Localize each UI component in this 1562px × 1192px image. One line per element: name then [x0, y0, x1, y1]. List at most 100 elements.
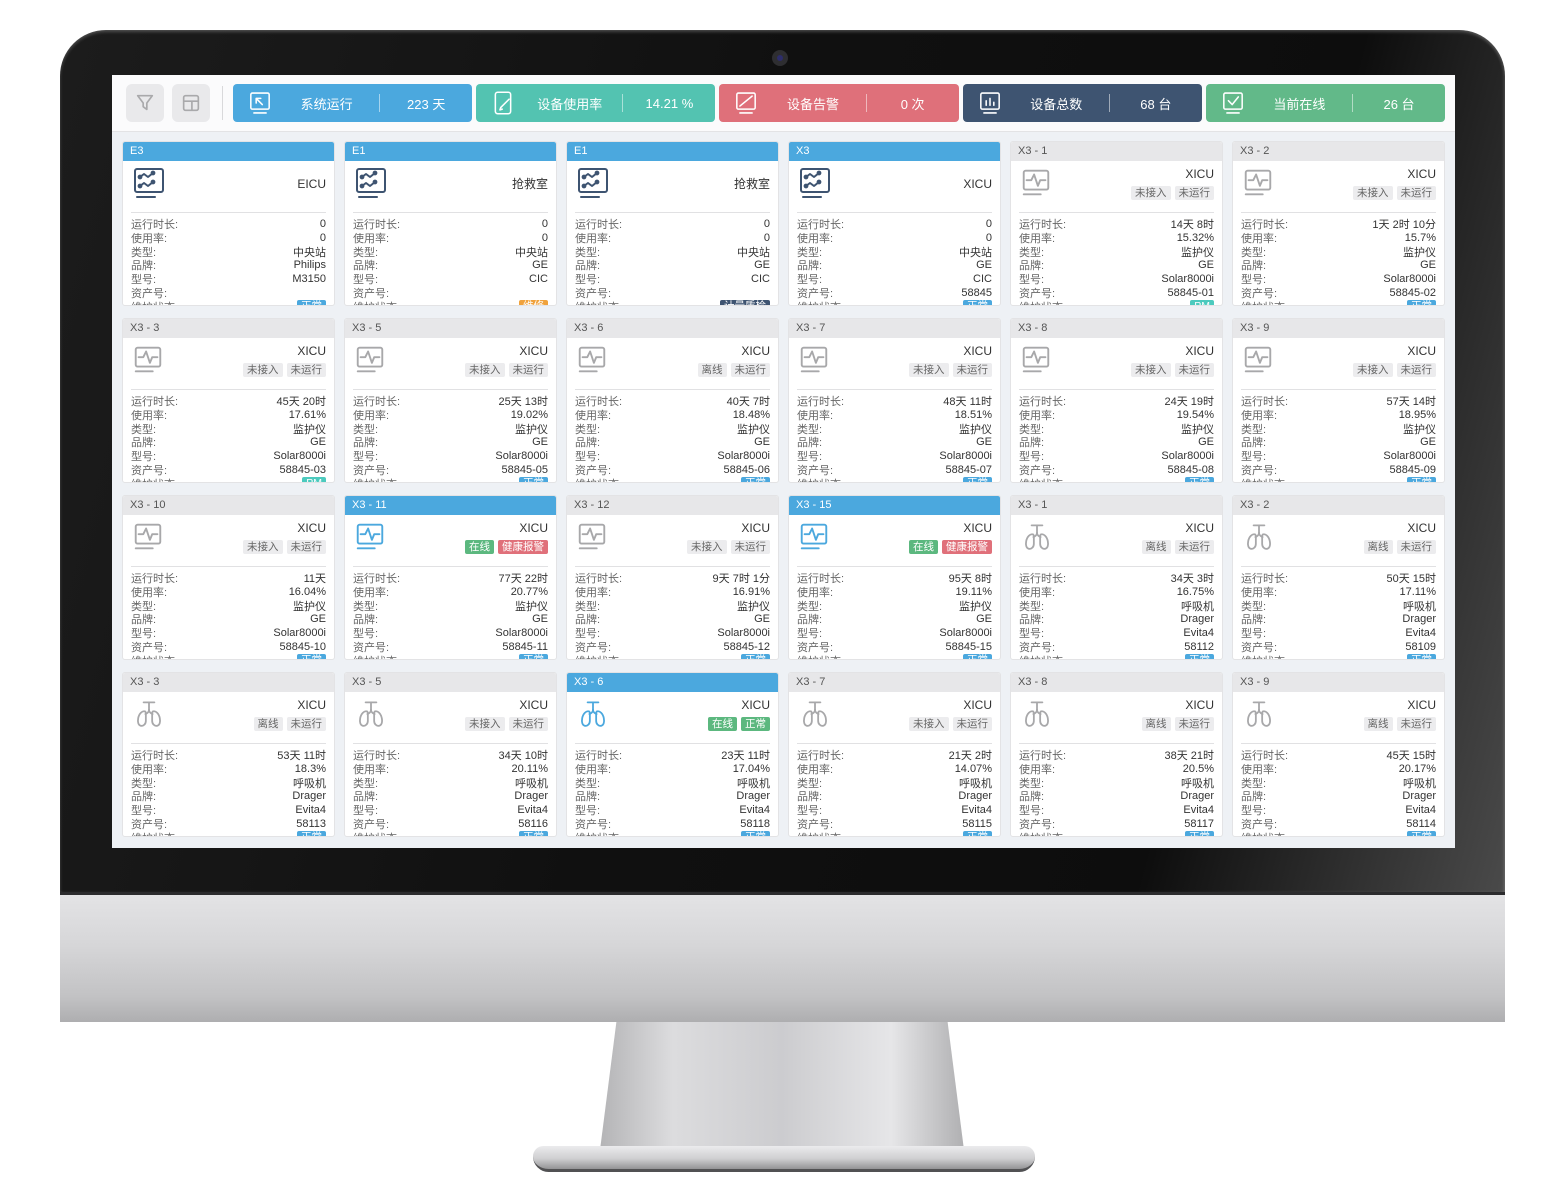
field-row: 品牌: Drager	[797, 789, 992, 803]
field-row: 资产号: 58114	[1241, 817, 1436, 831]
field-row: 类型: 监护仪	[797, 599, 992, 613]
central-station-icon	[131, 167, 173, 199]
field-row: 维护状态: 正常	[353, 476, 548, 482]
monitor-slash-icon	[732, 90, 760, 116]
stat-pill-4[interactable]: 设备总数 68 台	[962, 84, 1202, 122]
field-label: 类型:	[353, 777, 379, 790]
field-row: 维护状态: 正常	[131, 653, 326, 659]
maintenance-status-badge: 正常	[963, 476, 992, 482]
field-label: 运行时长:	[353, 395, 401, 408]
field-label: 维护状态:	[353, 653, 400, 659]
field-value: 16.75%	[1176, 585, 1214, 598]
field-value: 40天 7时	[726, 395, 770, 408]
device-card[interactable]: X3 - 15 XICU 在线 健康报警 运行时长: 95天 8时 使用率: 19.11% 类型…	[788, 495, 1001, 660]
field-label: 型号:	[575, 805, 601, 818]
stat-value: 68 台	[1140, 96, 1172, 112]
card-top: XICU 离线 未运行	[1233, 515, 1444, 564]
card-fields: 运行时长: 53天 11时 使用率: 18.3% 类型: 呼吸机 品牌: Drager 型号: E…	[131, 743, 326, 836]
device-card[interactable]: X3 - 10 XICU 未接入 未运行 运行时长: 11天 使用率: 16.04% 类型: 监护…	[122, 495, 335, 660]
patient-monitor-icon	[353, 521, 395, 553]
field-value: 16.91%	[732, 585, 770, 598]
device-card[interactable]: X3 - 6 XICU 离线 未运行 运行时长: 40天 7时 使用率: 18.48% 类型: 监…	[566, 318, 779, 483]
maintenance-status-badge: 正常	[1407, 830, 1436, 836]
stat-pill-5[interactable]: 当前在线 26 台	[1205, 84, 1446, 122]
stat-pill-2[interactable]: 设备使用率 14.21 %	[476, 84, 716, 122]
field-label: 类型:	[797, 600, 823, 613]
device-card[interactable]: X3 - 1 XICU 离线 未运行 运行时长: 34天 3时 使用率: 16.75% 类型: 呼…	[1010, 495, 1223, 660]
department-title: XICU	[741, 698, 770, 712]
layout-button[interactable]	[172, 84, 210, 122]
field-label: 类型:	[131, 246, 157, 259]
field-label: 运行时长:	[797, 218, 845, 231]
device-card[interactable]: X3 - 8 XICU 未接入 未运行 运行时长: 24天 19时 使用率: 19.54% 类型…	[1010, 318, 1223, 483]
webcam-lens	[777, 55, 783, 61]
field-value: Drager	[958, 790, 992, 803]
device-card[interactable]: X3 - 2 XICU 未接入 未运行 运行时长: 1天 2时 10分 使用率: 15.7% 类…	[1232, 141, 1445, 306]
device-card[interactable]: X3 - 3 XICU 离线 未运行 运行时长: 53天 11时 使用率: 18.3% 类型: 呼…	[122, 672, 335, 837]
maintenance-status-badge: 正常	[519, 830, 548, 836]
field-row: 运行时长: 0	[353, 217, 548, 231]
field-row: 型号: CIC	[797, 272, 992, 286]
stat-value: 14.21 %	[645, 95, 694, 111]
device-card[interactable]: X3 - 5 XICU 未接入 未运行 运行时长: 25天 13时 使用率: 19.02% 类型…	[344, 318, 557, 483]
device-card[interactable]: X3 - 9 XICU 离线 未运行 运行时长: 45天 15时 使用率: 20.17% 类型:…	[1232, 672, 1445, 837]
card-header: X3 - 9	[1233, 673, 1444, 692]
device-card[interactable]: X3 - 1 XICU 未接入 未运行 运行时长: 14天 8时 使用率: 15.32% 类型:…	[1010, 141, 1223, 306]
device-card[interactable]: X3 - 12 XICU 未接入 未运行 运行时长: 9天 7时 1分 使用率: 16.91%…	[566, 495, 779, 660]
pill-separator	[1108, 94, 1110, 112]
status-chip: 在线	[708, 717, 737, 731]
device-card[interactable]: X3 - 7 XICU 未接入 未运行 运行时长: 48天 11时 使用率: 18.51% 类型…	[788, 318, 1001, 483]
field-label: 类型:	[1241, 423, 1267, 436]
field-row: 型号: Solar8000i	[797, 626, 992, 640]
field-row: 品牌: GE	[131, 435, 326, 449]
field-label: 使用率:	[353, 763, 390, 776]
stat-pill-3[interactable]: 设备告警 0 次	[719, 84, 959, 122]
field-value: Drager	[1180, 613, 1214, 626]
stat-pill-1[interactable]: 系统运行 223 天	[233, 84, 473, 122]
field-value: 24天 19时	[1164, 395, 1214, 408]
device-card[interactable]: X3 - 2 XICU 离线 未运行 运行时长: 50天 15时 使用率: 17.11% 类型:…	[1232, 495, 1445, 660]
device-card[interactable]: X3 - 3 XICU 未接入 未运行 运行时长: 45天 20时 使用率: 17.61% 类型…	[122, 318, 335, 483]
field-label: 型号:	[131, 451, 157, 464]
department-title: XICU	[1185, 344, 1214, 358]
device-card[interactable]: X3 - 8 XICU 离线 未运行 运行时长: 38天 21时 使用率: 20.5% 类型: 呼…	[1010, 672, 1223, 837]
field-row: 运行时长: 0	[575, 217, 770, 231]
field-row: 维护状态: 正常	[1241, 476, 1436, 482]
device-card[interactable]: X3 - 11 XICU 在线 健康报警 运行时长: 77天 22时 使用率: 20.77% 类…	[344, 495, 557, 660]
field-label: 品牌:	[353, 437, 379, 450]
device-card[interactable]: X3 - 6 XICU 在线 正常 运行时长: 23天 11时 使用率: 17.04% 类型: 呼…	[566, 672, 779, 837]
filter-button[interactable]	[126, 84, 164, 122]
device-card[interactable]: X3 - 5 XICU 未接入 未运行 运行时长: 34天 10时 使用率: 20.11% 类型…	[344, 672, 557, 837]
field-label: 品牌:	[353, 791, 379, 804]
field-value: 0	[763, 231, 770, 244]
status-chips: 离线 未运行	[1061, 717, 1214, 731]
status-chip: 健康报警	[942, 540, 992, 554]
status-chip: 未运行	[286, 540, 326, 554]
field-row: 运行时长: 11天	[131, 571, 326, 585]
device-card[interactable]: X3 - 9 XICU 未接入 未运行 运行时长: 57天 14时 使用率: 18.95% 类型…	[1232, 318, 1445, 483]
device-card[interactable]: E3 EICU 运行时长: 0 使用率: 0 类型: 中央站 品牌: Philips 型号: M315…	[122, 141, 335, 306]
patient-monitor-icon	[797, 521, 839, 553]
status-chip: 未接入	[243, 363, 283, 377]
field-label: 维护状态:	[1241, 476, 1288, 482]
status-chip: 未运行	[1396, 363, 1436, 377]
field-label: 型号:	[1019, 274, 1045, 287]
field-row: 维护状态: 正常	[353, 653, 548, 659]
field-value: GE	[532, 436, 548, 449]
field-row: 类型: 呼吸机	[353, 776, 548, 790]
card-top: XICU 离线 未运行	[1233, 692, 1444, 741]
field-value: Solar8000i	[273, 450, 326, 463]
department-title: XICU	[963, 344, 992, 358]
device-card[interactable]: X3 - 7 XICU 未接入 未运行 运行时长: 21天 2时 使用率: 14.07% 类型:…	[788, 672, 1001, 837]
card-header: X3	[789, 142, 1000, 161]
field-row: 类型: 呼吸机	[797, 776, 992, 790]
field-row: 运行时长: 40天 7时	[575, 394, 770, 408]
field-label: 品牌:	[1241, 791, 1267, 804]
field-value: 监护仪	[293, 600, 326, 613]
card-header: E3	[123, 142, 334, 161]
field-label: 使用率:	[131, 763, 168, 776]
maintenance-status-badge: 正常	[519, 476, 548, 482]
device-card[interactable]: X3 XICU 运行时长: 0 使用率: 0 类型: 中央站 品牌: GE 型号: CIC 资产号: 58…	[788, 141, 1001, 306]
